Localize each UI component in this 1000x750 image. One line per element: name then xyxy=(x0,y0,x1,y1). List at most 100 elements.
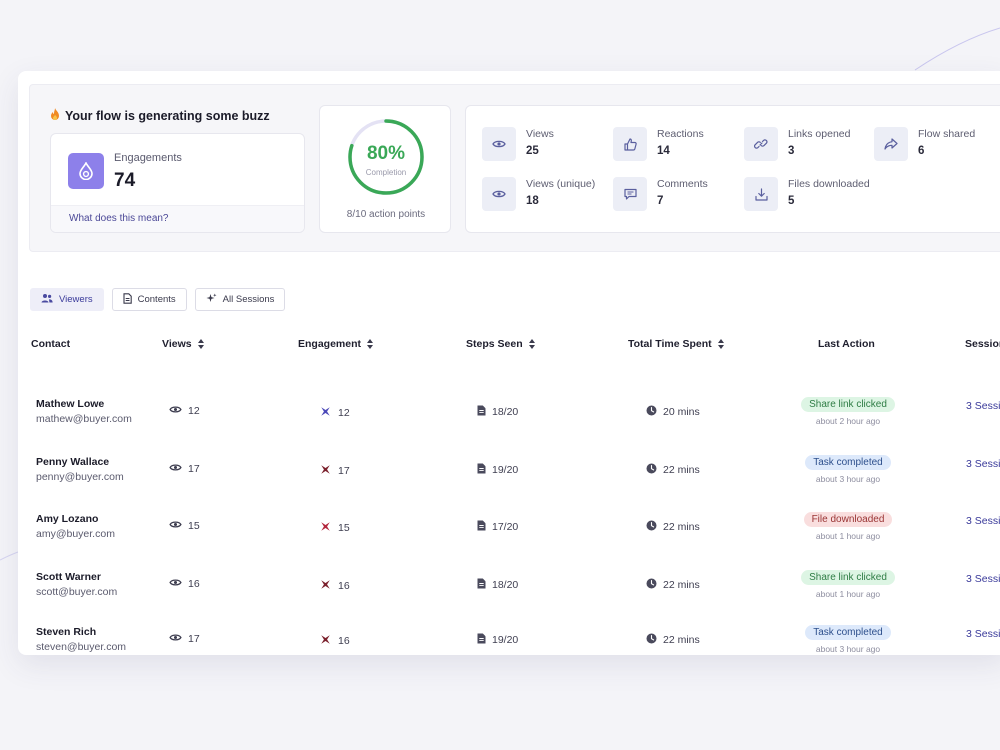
contact-cell: Amy Lozano amy@buyer.com xyxy=(36,513,115,540)
stat-value: 3 xyxy=(788,145,795,157)
column-engagement[interactable]: Engagement xyxy=(298,338,374,350)
stat-views-unique: Views (unique) 18 xyxy=(482,177,595,211)
time-cell: 22 mins xyxy=(646,463,700,477)
engagement-value: 15 xyxy=(338,522,350,534)
last-action-badge: Task completed xyxy=(805,455,891,470)
sort-icon[interactable] xyxy=(717,339,725,349)
last-action-cell: File downloaded about 1 hour ago xyxy=(798,509,898,541)
eye-icon xyxy=(169,578,182,590)
sessions-link[interactable]: 3 Sessions xyxy=(966,400,1000,412)
last-action-time: about 2 hour ago xyxy=(815,416,881,426)
engagement-drop-icon xyxy=(68,153,104,189)
tab-contents[interactable]: Contents xyxy=(111,288,187,311)
clock-icon xyxy=(646,633,657,647)
views-cell: 16 xyxy=(169,578,200,590)
stat-value: 18 xyxy=(526,195,539,207)
stat-value: 25 xyxy=(526,145,539,157)
time-value: 22 mins xyxy=(663,579,700,591)
sessions-link[interactable]: 3 Sessions xyxy=(966,573,1000,585)
table-row[interactable]: Mathew Lowe mathew@buyer.com 12 12 18/20 20 m… xyxy=(18,397,1000,456)
what-does-this-mean-link[interactable]: What does this mean? xyxy=(69,213,169,224)
engagement-value: 12 xyxy=(338,407,350,419)
table-row[interactable]: Scott Warner scott@buyer.com 16 16 18/20 22 m… xyxy=(18,570,1000,629)
column-total-time[interactable]: Total Time Spent xyxy=(628,338,725,350)
engagement-cell: 16 xyxy=(319,633,350,649)
sort-icon[interactable] xyxy=(528,339,536,349)
document-icon xyxy=(123,292,132,307)
document-icon xyxy=(477,633,486,647)
engagement-value: 16 xyxy=(338,580,350,592)
column-last-action: Last Action xyxy=(818,338,875,350)
last-action-time: about 3 hour ago xyxy=(815,644,881,654)
table-row[interactable]: Steven Rich steven@buyer.com 17 16 19/20 22 m… xyxy=(18,625,1000,655)
stat-comments: Comments 7 xyxy=(613,177,708,211)
completion-ring xyxy=(348,119,424,195)
last-action-cell: Task completed about 3 hour ago xyxy=(798,452,898,484)
time-value: 22 mins xyxy=(663,464,700,476)
steps-value: 19/20 xyxy=(492,464,519,476)
view-tabs: Viewers Contents All Sessions xyxy=(30,288,286,311)
engagement-cell: 15 xyxy=(319,520,350,536)
contact-name: Amy Lozano xyxy=(36,513,99,525)
sparkle-icon xyxy=(206,293,217,307)
flow-analytics-panel: Your flow is generating some buzz Engage… xyxy=(18,71,1000,655)
last-action-badge: Task completed xyxy=(805,625,891,640)
document-icon xyxy=(477,463,486,477)
views-value: 17 xyxy=(188,633,200,645)
document-icon xyxy=(477,578,486,592)
eye-icon xyxy=(482,127,516,161)
clock-icon xyxy=(646,405,657,419)
summary-title-text: Your flow is generating some buzz xyxy=(65,109,270,123)
column-contact: Contact xyxy=(31,338,71,350)
stat-label: Views (unique) xyxy=(526,178,596,190)
contact-email: penny@buyer.com xyxy=(36,471,124,483)
steps-value: 18/20 xyxy=(492,579,519,591)
time-value: 20 mins xyxy=(663,406,700,418)
table-row[interactable]: Penny Wallace penny@buyer.com 17 17 19/20 22 … xyxy=(18,455,1000,514)
stat-label: Views xyxy=(526,128,554,140)
tab-all-sessions[interactable]: All Sessions xyxy=(194,288,286,311)
contact-cell: Penny Wallace penny@buyer.com xyxy=(36,456,124,483)
sort-icon[interactable] xyxy=(197,339,205,349)
tab-viewers[interactable]: Viewers xyxy=(30,288,104,311)
steps-cell: 19/20 xyxy=(477,633,518,647)
views-value: 12 xyxy=(188,405,200,417)
engagement-sparkle-icon xyxy=(319,520,332,536)
tab-label: Viewers xyxy=(59,294,93,305)
sort-icon[interactable] xyxy=(367,339,374,349)
time-cell: 22 mins xyxy=(646,578,700,592)
steps-value: 17/20 xyxy=(492,521,519,533)
views-value: 16 xyxy=(188,578,200,590)
views-value: 15 xyxy=(188,520,200,532)
stat-views: Views 25 xyxy=(482,127,554,161)
last-action-cell: Share link clicked about 2 hour ago xyxy=(798,394,898,426)
column-steps-seen[interactable]: Steps Seen xyxy=(466,338,536,350)
last-action-badge: Share link clicked xyxy=(801,397,895,412)
sessions-link[interactable]: 3 Sessions xyxy=(966,628,1000,640)
views-value: 17 xyxy=(188,463,200,475)
clock-icon xyxy=(646,463,657,477)
last-action-time: about 3 hour ago xyxy=(815,474,881,484)
column-views[interactable]: Views xyxy=(162,338,205,350)
sessions-link[interactable]: 3 Sessions xyxy=(966,458,1000,470)
download-icon xyxy=(744,177,778,211)
engagements-label: Engagements xyxy=(114,152,182,164)
users-icon xyxy=(41,293,53,306)
contact-cell: Scott Warner scott@buyer.com xyxy=(36,571,117,598)
stat-reactions: Reactions 14 xyxy=(613,127,704,161)
tab-label: All Sessions xyxy=(222,294,275,305)
steps-value: 18/20 xyxy=(492,406,519,418)
sessions-link[interactable]: 3 Sessions xyxy=(966,515,1000,527)
column-sessions: Sessions xyxy=(965,338,1000,350)
clock-icon xyxy=(646,520,657,534)
comment-icon xyxy=(613,177,647,211)
summary-panel: Your flow is generating some buzz Engage… xyxy=(29,84,1000,252)
eye-icon xyxy=(169,633,182,645)
time-cell: 22 mins xyxy=(646,520,700,534)
engagement-sparkle-icon xyxy=(319,463,332,479)
completion-caption: Completion xyxy=(365,168,407,177)
link-icon xyxy=(744,127,778,161)
stat-value: 6 xyxy=(918,145,925,157)
table-row[interactable]: Amy Lozano amy@buyer.com 15 15 17/20 22 mins F… xyxy=(18,512,1000,571)
contact-email: amy@buyer.com xyxy=(36,528,115,540)
